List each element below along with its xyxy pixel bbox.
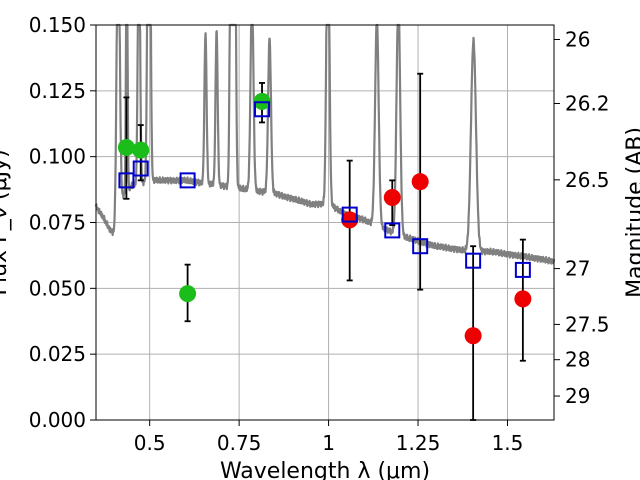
model-square — [254, 101, 271, 118]
x-tick-label: 1.25 — [396, 431, 441, 455]
red-point — [383, 188, 401, 206]
right-axis-tick-label: 26.2 — [565, 91, 610, 115]
y-tick-label: 0.100 — [29, 145, 86, 169]
right-axis-tick-label: 26.5 — [565, 168, 610, 192]
y-tick-label: 0.075 — [29, 211, 86, 235]
x-tick-label: 1.5 — [492, 431, 524, 455]
green-point — [132, 141, 150, 159]
model-square — [132, 160, 149, 177]
y-tick-label: 0.125 — [29, 79, 86, 103]
right-axis-tick-label: 29 — [565, 384, 590, 408]
right-axis-tick-label: 27.5 — [565, 312, 610, 336]
y-tick-label: 0.150 — [29, 13, 86, 37]
right-axis-tick-label: 28 — [565, 348, 590, 372]
data-marks — [117, 72, 532, 421]
green-point — [117, 138, 135, 156]
y-axis-title: Flux F_ν (μJy) — [0, 149, 12, 295]
x-tick-label: 1 — [322, 431, 335, 455]
model-square — [514, 261, 531, 278]
spectrum-line — [94, 23, 556, 265]
x-axis-title: Wavelength λ (μm) — [220, 459, 430, 480]
model-square — [118, 172, 135, 189]
red-point — [411, 173, 429, 191]
spectrum-layer — [94, 23, 556, 265]
red-point — [341, 211, 359, 229]
axes: 0.5 0.75 1 1.25 1.5 0.000 0.025 0.050 0.075 0.100… — [29, 13, 610, 455]
right-axis-tick-label: 26 — [565, 27, 590, 51]
green-point — [179, 285, 197, 303]
model-square — [384, 222, 401, 239]
red-point — [464, 327, 482, 345]
model-square — [341, 206, 358, 223]
red-point — [514, 290, 532, 308]
model-square — [412, 238, 429, 255]
model-square — [465, 252, 482, 269]
right-axis-title: Magnitude (AB) — [623, 127, 640, 298]
y-tick-label: 0.000 — [29, 408, 86, 432]
model-square — [179, 172, 196, 189]
x-tick-label: 0.5 — [134, 431, 166, 455]
y-tick-label: 0.025 — [29, 342, 86, 366]
y-tick-label: 0.050 — [29, 276, 86, 300]
right-axis-tick-label: 27 — [565, 257, 590, 281]
x-tick-label: 0.75 — [217, 431, 262, 455]
